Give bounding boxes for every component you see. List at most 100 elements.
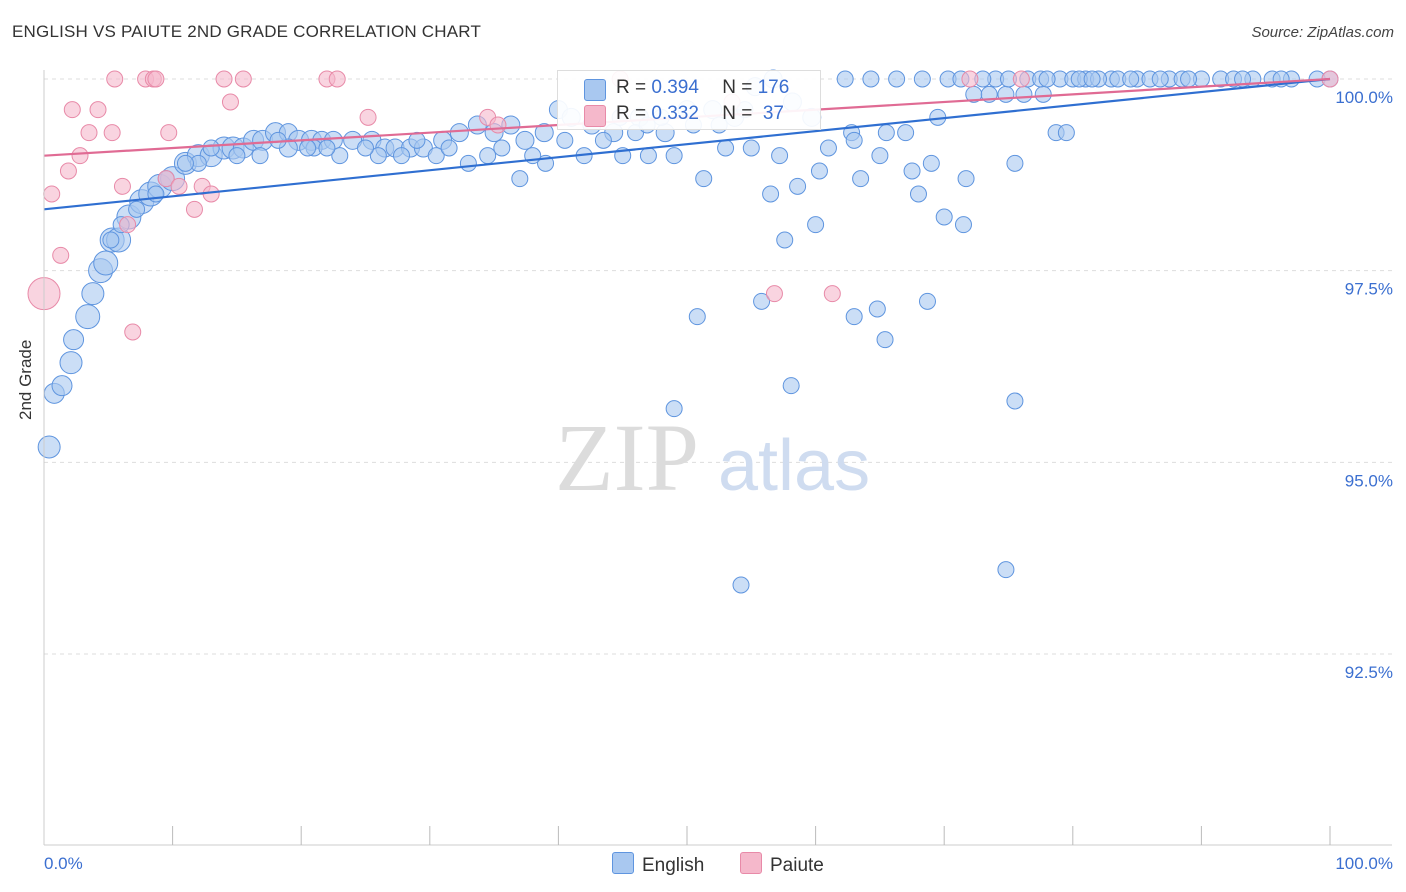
english-point	[732, 576, 750, 594]
source-credit: Source: ZipAtlas.com	[1251, 24, 1394, 41]
english-r-value: 0.394	[651, 77, 699, 98]
y-tick-label: 97.5%	[1345, 280, 1393, 299]
english-point	[753, 292, 771, 310]
english-point	[343, 130, 363, 150]
english-point	[954, 216, 972, 234]
english-point	[789, 177, 807, 195]
watermark-zip: ZIP	[555, 404, 699, 511]
paiute-point	[359, 108, 377, 126]
english-point	[1083, 70, 1101, 88]
paiute-point	[89, 101, 107, 119]
english-point	[836, 70, 854, 88]
english-point	[695, 170, 713, 188]
english-point	[1057, 124, 1075, 142]
english-point	[369, 147, 387, 165]
paiute-point	[823, 285, 841, 303]
english-point	[202, 139, 220, 157]
english-point	[665, 400, 683, 418]
english-point	[515, 130, 535, 150]
english-point	[1151, 70, 1169, 88]
paiute-point	[157, 170, 175, 188]
bottom-english-swatch	[612, 852, 634, 874]
english-point	[37, 435, 61, 459]
english-point	[742, 139, 760, 157]
paiute-point	[1012, 70, 1030, 88]
paiute-point	[63, 101, 81, 119]
english-point	[318, 139, 336, 157]
watermark-atlas: atlas	[718, 426, 870, 506]
paiute-point	[234, 70, 252, 88]
paiute-point	[59, 162, 77, 180]
paiute-point	[103, 124, 121, 142]
english-point	[871, 147, 889, 165]
english-point	[75, 304, 101, 330]
paiute-swatch	[584, 105, 606, 127]
english-point	[665, 147, 683, 165]
bottom-legend-english: English	[612, 852, 704, 877]
english-point	[688, 308, 706, 326]
english-point	[556, 131, 574, 149]
english-point	[449, 123, 469, 143]
english-point	[997, 85, 1015, 103]
english-point	[1122, 70, 1140, 88]
paiute-point	[160, 124, 178, 142]
bottom-english-label: English	[642, 855, 705, 876]
x-tick-label-min: 0.0%	[44, 854, 83, 873]
english-point	[810, 162, 828, 180]
english-point	[440, 139, 458, 157]
english-point	[922, 154, 940, 172]
bottom-paiute-label: Paiute	[770, 855, 824, 876]
paiute-point	[961, 70, 979, 88]
english-point	[479, 147, 497, 165]
english-point	[331, 147, 349, 165]
paiute-r-value: 0.332	[651, 103, 699, 124]
paiute-point	[765, 285, 783, 303]
english-point	[852, 170, 870, 188]
paiute-point	[185, 200, 203, 218]
english-point	[918, 292, 936, 310]
english-point	[299, 139, 317, 157]
y-tick-label: 92.5%	[1345, 663, 1393, 682]
english-point	[862, 70, 880, 88]
paiute-point	[124, 323, 142, 341]
english-point	[819, 139, 837, 157]
x-tick-label-max: 100.0%	[1335, 854, 1393, 873]
english-point	[493, 139, 511, 157]
english-point	[845, 131, 863, 149]
english-point	[1006, 154, 1024, 172]
english-point	[876, 331, 894, 349]
english-point	[782, 377, 800, 395]
paiute-r-label: R =	[616, 103, 652, 124]
paiute-point	[221, 93, 239, 111]
english-point	[639, 147, 657, 165]
english-n-value: 176	[757, 77, 790, 98]
english-point	[935, 208, 953, 226]
english-point	[63, 329, 85, 351]
stats-legend: R = 0.394 N = 176 R = 0.332 N = 37	[557, 70, 821, 130]
paiute-n-label: N =	[722, 103, 758, 124]
english-point	[393, 147, 411, 165]
english-point	[251, 147, 269, 165]
english-point	[1015, 85, 1033, 103]
english-point	[903, 162, 921, 180]
paiute-point	[113, 177, 131, 195]
bottom-legend-paiute: Paiute	[740, 852, 824, 877]
english-r-label: R =	[616, 77, 652, 98]
paiute-point	[215, 70, 233, 88]
paiute-n-value: 37	[757, 103, 784, 124]
english-point	[534, 123, 554, 143]
bottom-paiute-swatch	[740, 852, 762, 874]
english-point	[909, 185, 927, 203]
english-point	[81, 282, 105, 306]
english-point	[176, 154, 194, 172]
english-point	[845, 308, 863, 326]
english-point	[913, 70, 931, 88]
english-point	[93, 250, 119, 276]
english-point	[51, 375, 73, 397]
chart-title: ENGLISH VS PAIUTE 2ND GRADE CORRELATION …	[12, 22, 482, 41]
paiute-point	[71, 147, 89, 165]
paiute-point	[328, 70, 346, 88]
paiute-point	[52, 246, 70, 264]
english-point	[776, 231, 794, 249]
